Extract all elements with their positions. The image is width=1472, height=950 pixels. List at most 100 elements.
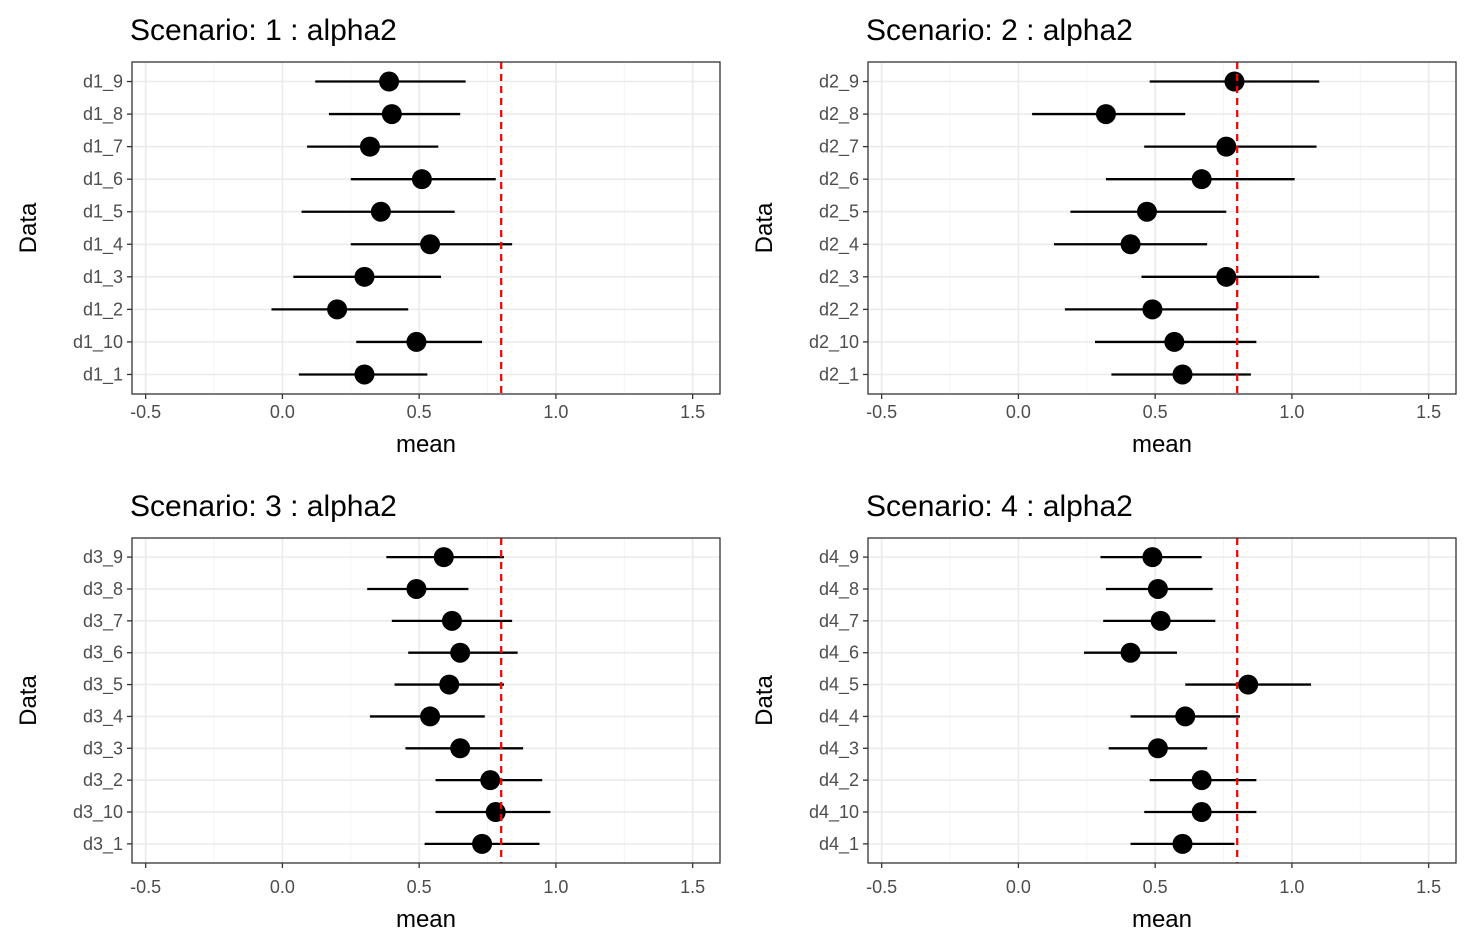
point-d3_3 bbox=[450, 738, 471, 759]
point-d2_1 bbox=[1172, 364, 1193, 385]
point-d2_9 bbox=[1224, 71, 1245, 92]
y-tick-label: d3_7 bbox=[83, 611, 123, 632]
point-d4_1 bbox=[1172, 833, 1193, 854]
point-d3_7 bbox=[441, 610, 462, 631]
point-d2_2 bbox=[1142, 299, 1163, 320]
x-tick-label: 1.0 bbox=[543, 402, 568, 422]
x-tick-label: 0.0 bbox=[270, 877, 295, 897]
panel-2: -0.5 0.0 0.5 1.0 1.5 d2_1 d2_10 d2_2 d2_3 d2_4 d2_… bbox=[751, 14, 1457, 458]
y-axis-title: Data bbox=[15, 675, 42, 726]
point-d4_4 bbox=[1175, 706, 1196, 727]
y-tick-label: d2_5 bbox=[819, 202, 859, 223]
point-d1_7 bbox=[359, 136, 380, 157]
y-tick-label: d3_8 bbox=[83, 579, 123, 600]
y-tick-label: d3_5 bbox=[83, 675, 123, 696]
panel-title: Scenario: 1 : alpha2 bbox=[130, 14, 397, 47]
x-tick-label: 1.5 bbox=[1416, 877, 1441, 897]
point-d4_2 bbox=[1191, 770, 1212, 791]
y-tick-label: d4_5 bbox=[819, 675, 859, 696]
y-tick-label: d4_3 bbox=[819, 738, 859, 759]
y-tick-label: d2_4 bbox=[819, 234, 859, 255]
y-tick-label: d1_10 bbox=[73, 332, 123, 353]
y-tick-label: d1_4 bbox=[83, 234, 123, 255]
point-d4_9 bbox=[1142, 547, 1163, 568]
y-tick-label: d2_8 bbox=[819, 104, 859, 125]
x-tick-label: -0.5 bbox=[866, 877, 897, 897]
x-tick-label: -0.5 bbox=[130, 402, 161, 422]
x-tick-label: 1.5 bbox=[1416, 402, 1441, 422]
x-tick-label: 1.0 bbox=[543, 877, 568, 897]
point-d2_6 bbox=[1191, 169, 1212, 190]
point-d3_9 bbox=[433, 547, 454, 568]
panel-border bbox=[867, 61, 1457, 395]
y-tick-label: d1_2 bbox=[83, 299, 123, 320]
x-axis-title: mean bbox=[396, 906, 456, 933]
point-d4_7 bbox=[1150, 610, 1171, 631]
point-d4_6 bbox=[1120, 642, 1141, 663]
point-d1_8 bbox=[381, 104, 402, 125]
point-d2_10 bbox=[1164, 331, 1185, 352]
point-d4_5 bbox=[1238, 674, 1259, 695]
point-d1_2 bbox=[327, 299, 348, 320]
y-tick-label: d1_8 bbox=[83, 104, 123, 125]
y-tick-label: d2_6 bbox=[819, 169, 859, 190]
panel-border bbox=[131, 537, 721, 864]
x-tick-label: 1.5 bbox=[680, 402, 705, 422]
point-d1_3 bbox=[354, 266, 375, 287]
panel-background bbox=[868, 62, 1456, 394]
x-tick-label: 0.5 bbox=[1143, 402, 1168, 422]
point-d3_5 bbox=[439, 674, 460, 695]
y-tick-label: d4_8 bbox=[819, 579, 859, 600]
y-tick-label: d3_3 bbox=[83, 738, 123, 759]
point-d3_10 bbox=[485, 802, 506, 823]
point-d3_1 bbox=[472, 833, 493, 854]
x-tick-label: 0.5 bbox=[1143, 877, 1168, 897]
x-tick-label: 0.0 bbox=[1006, 402, 1031, 422]
panel-3: -0.5 0.0 0.5 1.0 1.5 d3_1 d3_10 d3_2 d3_3 d3_4 d3_… bbox=[15, 490, 721, 933]
y-tick-label: d2_7 bbox=[819, 137, 859, 158]
y-tick-label: d4_6 bbox=[819, 643, 859, 664]
point-d3_4 bbox=[420, 706, 441, 727]
y-tick-label: d4_10 bbox=[809, 802, 859, 823]
y-tick-label: d2_1 bbox=[819, 364, 859, 385]
y-tick-label: d3_10 bbox=[73, 802, 123, 823]
y-tick-label: d1_9 bbox=[83, 72, 123, 93]
point-d1_10 bbox=[406, 331, 427, 352]
x-axis-title: mean bbox=[396, 431, 456, 458]
x-tick-label: 1.5 bbox=[680, 877, 705, 897]
x-tick-label: 0.0 bbox=[1006, 877, 1031, 897]
panel-1: -0.5 0.0 0.5 1.0 1.5 d1_1 d1_10 d1_2 d1_3 d1_4 d1_… bbox=[15, 14, 721, 458]
y-tick-label: d3_1 bbox=[83, 834, 123, 855]
panel-border bbox=[867, 537, 1457, 864]
x-tick-label: -0.5 bbox=[130, 877, 161, 897]
y-tick-label: d1_1 bbox=[83, 364, 123, 385]
x-axis-title: mean bbox=[1132, 906, 1192, 933]
y-tick-label: d3_9 bbox=[83, 547, 123, 568]
x-tick-label: 0.5 bbox=[407, 402, 432, 422]
panel-title: Scenario: 3 : alpha2 bbox=[130, 490, 397, 523]
x-tick-label: -0.5 bbox=[866, 402, 897, 422]
y-tick-label: d1_6 bbox=[83, 169, 123, 190]
x-tick-label: 0.5 bbox=[407, 877, 432, 897]
panel-background bbox=[132, 62, 720, 394]
point-d2_7 bbox=[1216, 136, 1237, 157]
y-tick-label: d1_3 bbox=[83, 267, 123, 288]
y-tick-label: d4_2 bbox=[819, 770, 859, 791]
y-tick-label: d2_2 bbox=[819, 299, 859, 320]
point-d2_3 bbox=[1216, 266, 1237, 287]
y-tick-label: d3_2 bbox=[83, 770, 123, 791]
x-tick-label: 1.0 bbox=[1279, 402, 1304, 422]
panel-border bbox=[131, 61, 721, 395]
y-tick-label: d4_7 bbox=[819, 611, 859, 632]
y-axis-title: Data bbox=[751, 202, 778, 253]
y-tick-label: d1_5 bbox=[83, 202, 123, 223]
y-tick-label: d3_6 bbox=[83, 643, 123, 664]
y-tick-label: d4_4 bbox=[819, 706, 859, 727]
point-d4_10 bbox=[1191, 802, 1212, 823]
point-d2_4 bbox=[1120, 234, 1141, 255]
point-d1_4 bbox=[420, 234, 441, 255]
y-tick-label: d1_7 bbox=[83, 137, 123, 158]
panel-title: Scenario: 4 : alpha2 bbox=[866, 490, 1133, 523]
point-d1_5 bbox=[370, 201, 391, 222]
